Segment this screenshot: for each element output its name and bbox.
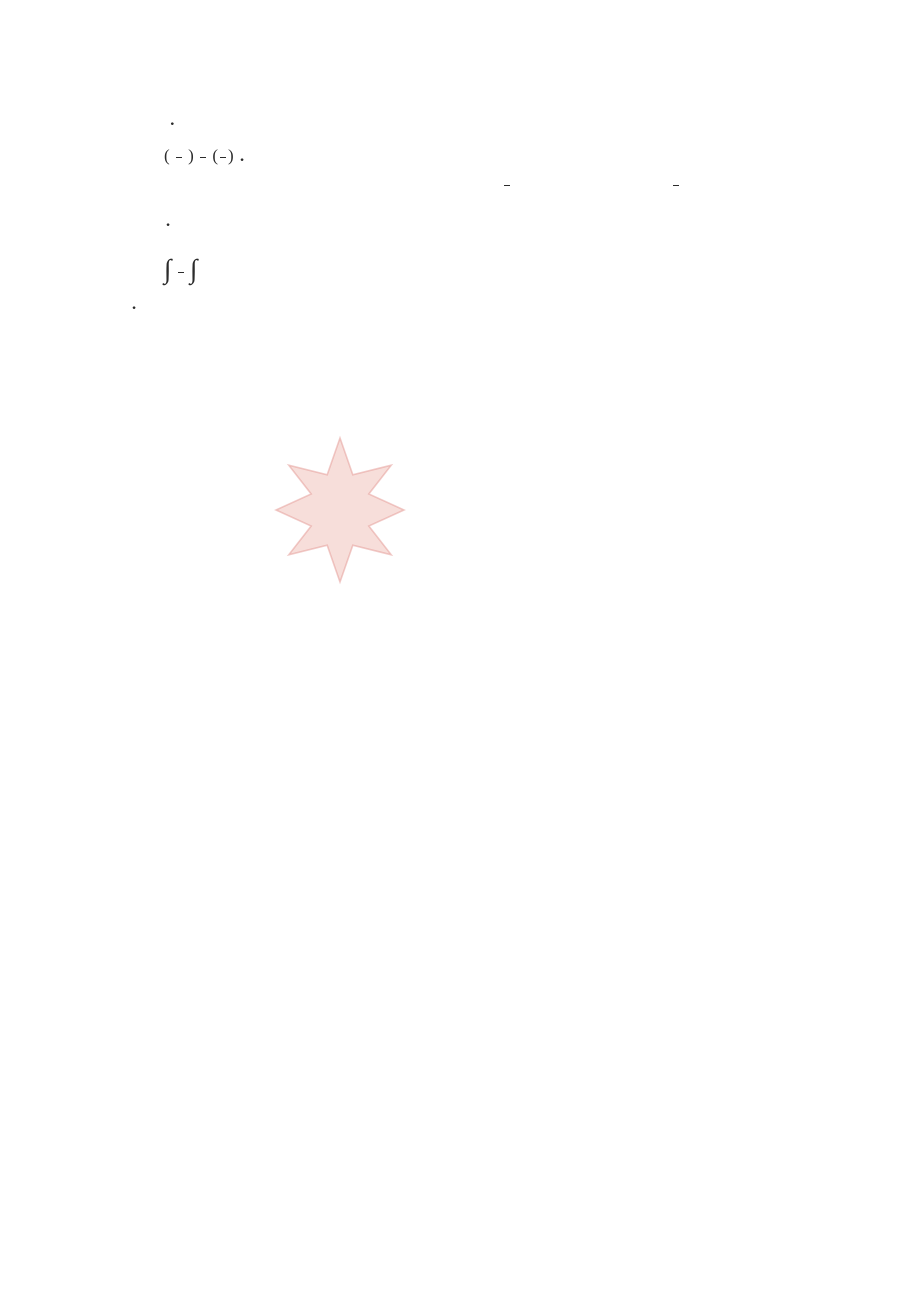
question-18: ． <box>130 208 840 236</box>
question-16: ． <box>130 107 840 133</box>
fig19-chart <box>164 329 524 579</box>
q17-opt-b <box>333 172 502 198</box>
frac-x-over-2 <box>176 157 182 158</box>
integral-icon: ∫ <box>164 246 171 288</box>
q17-opt-c <box>502 172 671 198</box>
figure-row <box>130 329 840 593</box>
fig21-chart <box>554 329 804 579</box>
frac-1-over-3 <box>178 272 184 273</box>
question-17: ( ) () ． <box>130 143 840 198</box>
figure-21 <box>554 329 804 593</box>
frac-pi-over-2 <box>220 157 226 158</box>
q17-opt-d <box>671 172 840 198</box>
figure-19 <box>164 329 524 593</box>
integral-icon: ∫ <box>190 246 197 288</box>
frac-1-over-2 <box>200 157 206 158</box>
q17-opt-a <box>164 172 333 198</box>
question-19: ∫ ∫ ． <box>130 246 840 319</box>
